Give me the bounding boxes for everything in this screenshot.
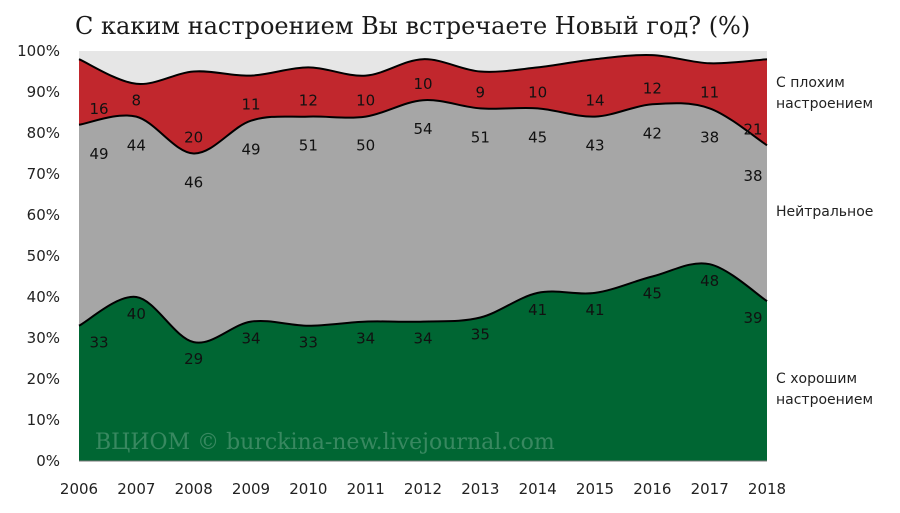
good-mood-label: 34 [241, 330, 260, 348]
neutral-label: 46 [184, 174, 203, 192]
legend-entry-с-хорошим-настроением: настроением [776, 392, 873, 408]
bad-mood-label: 8 [132, 92, 142, 110]
neutral-label: 42 [643, 124, 662, 142]
legend: С плохим настроением Нейтральное С хорошим н… [776, 75, 873, 408]
neutral-label: 51 [471, 128, 490, 146]
y-tick-label: 0% [36, 452, 60, 470]
good-mood-label: 45 [643, 285, 662, 303]
good-mood-label: 33 [89, 334, 108, 352]
neutral-label: 44 [127, 137, 146, 155]
bad-mood-label: 9 [476, 83, 486, 101]
y-tick-label: 100% [17, 42, 60, 60]
x-tick-label: 2017 [691, 480, 729, 498]
bad-mood-label: 11 [700, 83, 719, 101]
bad-mood-label: 20 [184, 129, 203, 147]
neutral-label: 43 [585, 137, 604, 155]
remainder-area [79, 51, 767, 85]
neutral-label: 38 [700, 128, 719, 146]
data-labels: 33 49 16 40 44 8 29 46 20 34 49 11 33 51 12 34 50 10 34 54 1… [89, 75, 762, 368]
good-neutral-boundary-line [78, 262, 768, 344]
bad-mood-label: 10 [413, 75, 432, 93]
y-tick-label: 60% [27, 206, 60, 224]
neutral-bad-boundary-line [78, 99, 768, 155]
bad-mood-label: 10 [528, 83, 547, 101]
x-tick-label: 2018 [748, 480, 786, 498]
bad-mood-label: 21 [743, 120, 762, 138]
x-tick-label: 2006 [60, 480, 98, 498]
good-mood-label: 39 [743, 309, 762, 327]
legend-entry-с-хорошим-настроением: С хорошим [776, 371, 857, 387]
x-tick-label: 2010 [289, 480, 327, 498]
good-mood-label: 41 [528, 301, 547, 319]
bad-mood-label: 16 [89, 100, 108, 118]
good-mood-label: 29 [184, 350, 203, 368]
neutral-label: 49 [89, 145, 108, 163]
neutral-label: 49 [241, 141, 260, 159]
good-mood-label: 34 [413, 330, 432, 348]
good-mood-label: 33 [299, 334, 318, 352]
neutral-label: 51 [299, 137, 318, 155]
bad-mood-label: 11 [241, 96, 260, 114]
y-tick-label: 80% [27, 124, 60, 142]
neutral-label: 50 [356, 137, 375, 155]
x-tick-label: 2008 [175, 480, 213, 498]
y-tick-label: 20% [27, 370, 60, 388]
y-tick-label: 50% [27, 247, 60, 265]
x-tick-label: 2013 [461, 480, 499, 498]
chart-title: С каким настроением Вы встречаете Новый … [75, 12, 750, 40]
bad-mood-label: 14 [585, 92, 604, 110]
y-tick-label: 30% [27, 329, 60, 347]
top-boundary-line [78, 53, 768, 85]
neutral-label: 54 [413, 120, 432, 138]
neutral-label: 45 [528, 128, 547, 146]
legend-entry-нейтральное: Нейтральное [776, 204, 873, 220]
good-mood-label: 48 [700, 272, 719, 290]
y-tick-label: 90% [27, 83, 60, 101]
axes: 0% 10% 20% 30% 40% 50% 60% 70% 80% 90% 100% 2006 200… [17, 42, 786, 498]
y-tick-label: 10% [27, 411, 60, 429]
bad-mood-label: 12 [643, 79, 662, 97]
good-mood-label: 34 [356, 330, 375, 348]
good-mood-label: 35 [471, 326, 490, 344]
bad-mood-label: 12 [299, 92, 318, 110]
x-tick-label: 2007 [117, 480, 155, 498]
good-mood-label: 41 [585, 301, 604, 319]
neutral-label: 38 [743, 167, 762, 185]
x-tick-label: 2012 [404, 480, 442, 498]
bad-mood-area [79, 54, 767, 154]
y-tick-label: 70% [27, 165, 60, 183]
y-tick-label: 40% [27, 288, 60, 306]
bad-mood-label: 10 [356, 92, 375, 110]
neutral-area [79, 100, 767, 343]
x-tick-label: 2015 [576, 480, 614, 498]
x-tick-label: 2014 [519, 480, 557, 498]
plot-area [78, 51, 768, 461]
legend-entry-с-плохим-настроением: С плохим [776, 75, 845, 91]
good-mood-area [79, 263, 767, 461]
watermark: ВЦИОМ © burckina-new.livejournal.com [95, 430, 555, 455]
x-tick-label: 2011 [347, 480, 385, 498]
x-tick-label: 2009 [232, 480, 270, 498]
good-mood-label: 40 [127, 305, 146, 323]
x-tick-label: 2016 [633, 480, 671, 498]
legend-entry-с-плохим-настроением: настроением [776, 96, 873, 112]
